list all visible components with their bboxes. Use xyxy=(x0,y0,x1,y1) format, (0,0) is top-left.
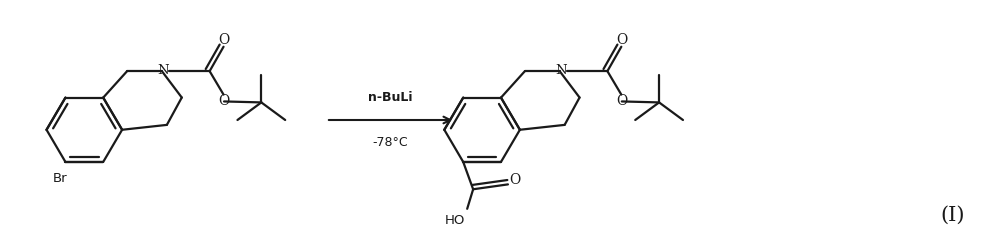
Text: Br: Br xyxy=(53,172,68,185)
Text: O: O xyxy=(616,33,627,47)
Text: N: N xyxy=(157,64,169,77)
Text: O: O xyxy=(218,94,230,108)
Text: O: O xyxy=(218,33,230,47)
Text: HO: HO xyxy=(445,214,465,227)
Text: O: O xyxy=(509,174,521,187)
Text: (Ⅰ): (Ⅰ) xyxy=(940,206,965,225)
Text: n-BuLi: n-BuLi xyxy=(368,91,413,104)
Text: O: O xyxy=(616,94,627,108)
Text: N: N xyxy=(555,64,566,77)
Text: -78°C: -78°C xyxy=(373,136,408,149)
